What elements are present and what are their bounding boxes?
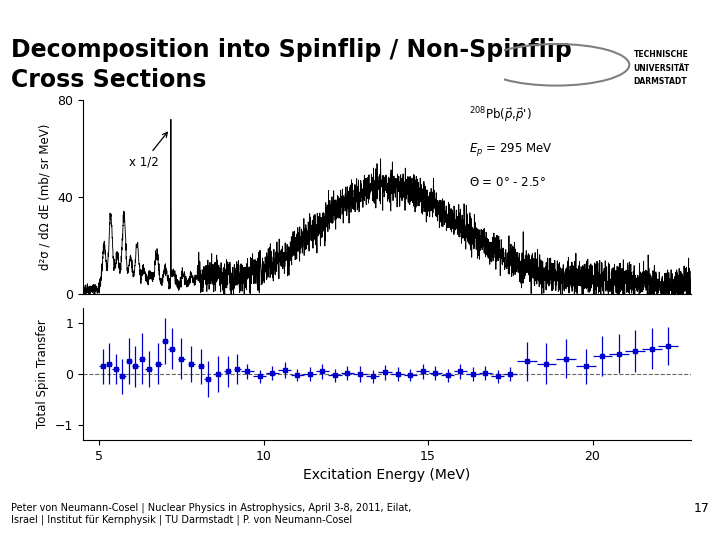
Text: Cross Sections: Cross Sections xyxy=(11,68,206,92)
Text: UNIVERSITÄT: UNIVERSITÄT xyxy=(634,64,690,72)
Text: Decomposition into Spinflip / Non-Spinflip: Decomposition into Spinflip / Non-Spinfl… xyxy=(11,38,572,62)
Text: $^{208}$Pb($\vec{p}$,$\vec{p}$'): $^{208}$Pb($\vec{p}$,$\vec{p}$') xyxy=(469,106,532,125)
Text: $E_p$ = 295 MeV: $E_p$ = 295 MeV xyxy=(469,141,553,158)
Text: 17: 17 xyxy=(693,502,709,515)
X-axis label: Excitation Energy (MeV): Excitation Energy (MeV) xyxy=(303,468,471,482)
Text: TECHNISCHE: TECHNISCHE xyxy=(634,50,688,59)
Text: Peter von Neumann-Cosel | Nuclear Physics in Astrophysics, April 3-8, 2011, Eila: Peter von Neumann-Cosel | Nuclear Physic… xyxy=(11,502,411,525)
Y-axis label: d²σ / dΩ dE (mb/ sr MeV): d²σ / dΩ dE (mb/ sr MeV) xyxy=(39,124,52,271)
Text: $\Theta$ = 0° - 2.5°: $\Theta$ = 0° - 2.5° xyxy=(469,176,546,188)
Text: x 1/2: x 1/2 xyxy=(129,132,167,168)
Text: DARMSTADT: DARMSTADT xyxy=(634,77,687,86)
Y-axis label: Total Spin Transfer: Total Spin Transfer xyxy=(36,320,49,428)
